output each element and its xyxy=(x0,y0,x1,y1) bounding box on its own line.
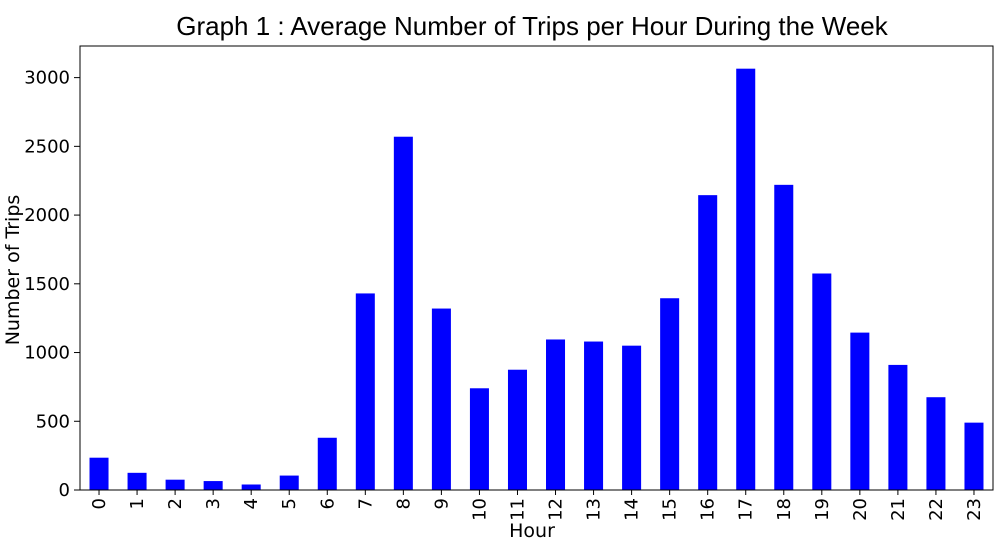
x-tick-label: 15 xyxy=(660,498,681,521)
bar-hour-22 xyxy=(926,397,946,490)
x-tick-label: 14 xyxy=(622,498,643,521)
x-tick-label: 17 xyxy=(736,498,757,521)
x-tick-label: 1 xyxy=(127,498,148,509)
x-tick-label: 5 xyxy=(279,498,300,509)
x-tick-label: 16 xyxy=(698,498,719,521)
x-tick-label: 7 xyxy=(355,498,376,509)
y-tick-label: 500 xyxy=(36,411,70,432)
bar-hour-8 xyxy=(393,136,413,490)
x-tick-label: 12 xyxy=(546,498,567,521)
y-tick-label: 1500 xyxy=(24,274,70,295)
bar-hour-4 xyxy=(241,484,261,490)
x-tick-label: 21 xyxy=(888,498,909,521)
x-tick-label: 9 xyxy=(431,498,452,509)
bar-hour-13 xyxy=(584,341,604,490)
bar-hour-23 xyxy=(964,422,984,490)
x-axis-label: Hour xyxy=(509,520,555,541)
x-tick-label: 2 xyxy=(165,498,186,509)
bar-hour-5 xyxy=(279,475,299,490)
bar-hour-2 xyxy=(165,479,185,490)
bar-hour-11 xyxy=(507,369,527,490)
bar-hour-12 xyxy=(546,339,566,490)
y-tick-label: 2000 xyxy=(24,205,70,226)
x-tick-label: 6 xyxy=(317,498,338,509)
x-tick-label: 3 xyxy=(203,498,224,509)
y-axis-label: Number of Trips xyxy=(2,195,24,346)
x-tick-label: 20 xyxy=(850,498,871,521)
x-tick-label: 13 xyxy=(584,498,605,521)
bar-hour-6 xyxy=(317,437,337,490)
bar-hour-16 xyxy=(698,195,718,490)
bar-hour-21 xyxy=(888,364,908,490)
y-tick-label: 1000 xyxy=(24,343,70,364)
bar-hour-20 xyxy=(850,332,870,490)
y-tick-label: 2500 xyxy=(24,136,70,157)
x-tick-label: 11 xyxy=(507,498,528,521)
bar-hour-10 xyxy=(469,388,489,490)
chart-title: Graph 1 : Average Number of Trips per Ho… xyxy=(176,11,888,41)
x-tick-label: 18 xyxy=(774,498,795,521)
bar-hour-9 xyxy=(431,308,451,490)
bar-hour-3 xyxy=(203,481,223,490)
x-tick-label: 22 xyxy=(926,498,947,521)
x-tick-label: 8 xyxy=(393,498,414,509)
x-tick-label: 23 xyxy=(964,498,985,521)
bar-hour-0 xyxy=(89,457,109,490)
bar-hour-18 xyxy=(774,184,794,490)
x-tick-label: 0 xyxy=(89,498,110,509)
y-tick-label: 3000 xyxy=(24,68,70,89)
bar-hour-19 xyxy=(812,273,832,490)
bar-hour-17 xyxy=(736,68,756,491)
axes-frame xyxy=(79,45,994,491)
x-tick-label: 19 xyxy=(812,498,833,521)
y-tick-label: 0 xyxy=(59,480,70,501)
bar-hour-15 xyxy=(660,298,680,490)
x-tick-label: 4 xyxy=(241,498,262,509)
bar-hour-7 xyxy=(355,293,375,490)
bar-hour-14 xyxy=(622,345,642,490)
bar-hour-1 xyxy=(127,472,147,490)
x-tick-label: 10 xyxy=(469,498,490,521)
